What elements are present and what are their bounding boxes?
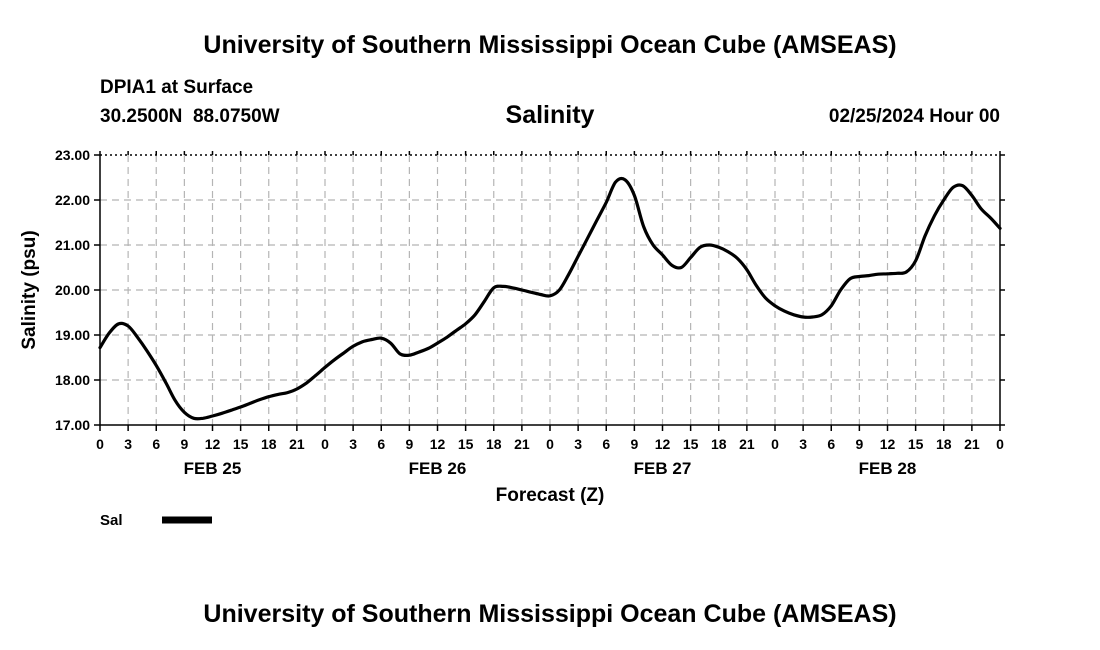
station-label: DPIA1 at Surface <box>100 77 254 98</box>
x-tick-label: 21 <box>964 436 980 452</box>
x-tick-label: 21 <box>739 436 755 452</box>
x-tick-label: 15 <box>908 436 924 452</box>
x-tick-label: 21 <box>289 436 305 452</box>
run-time-label: 02/25/2024 Hour 00 <box>828 106 1000 127</box>
x-tick-label: 3 <box>349 436 357 452</box>
x-tick-label: 18 <box>261 436 277 452</box>
series-line-sal <box>98 176 1002 421</box>
x-tick-label: 15 <box>458 436 474 452</box>
x-tick-label: 9 <box>180 436 188 452</box>
x-tick-label: 12 <box>655 436 671 452</box>
page-title: University of Southern Mississippi Ocean… <box>203 31 897 59</box>
chart-title: Salinity <box>505 101 595 129</box>
x-tick-label: 9 <box>855 436 863 452</box>
y-tick-label: 22.00 <box>55 192 90 208</box>
x-tick-label: 12 <box>880 436 896 452</box>
x-tick-label: 18 <box>711 436 727 452</box>
x-tick-label: 0 <box>996 436 1004 452</box>
x-tick-label: 9 <box>405 436 413 452</box>
x-tick-label: 0 <box>321 436 329 452</box>
x-tick-label: 0 <box>96 436 104 452</box>
y-tick-label: 21.00 <box>55 237 90 253</box>
y-tick-label: 19.00 <box>55 327 90 343</box>
x-tick-label: 15 <box>233 436 249 452</box>
y-tick-label: 18.00 <box>55 372 90 388</box>
x-tick-label: 6 <box>602 436 610 452</box>
legend-label: Sal <box>100 512 123 529</box>
x-tick-label: 6 <box>152 436 160 452</box>
x-tick-label: 12 <box>205 436 221 452</box>
x-tick-label: 18 <box>486 436 502 452</box>
x-tick-label: 15 <box>683 436 699 452</box>
day-label: FEB 25 <box>184 459 242 478</box>
y-tick-label: 23.00 <box>55 147 90 163</box>
x-tick-label: 21 <box>514 436 530 452</box>
x-tick-label: 3 <box>124 436 132 452</box>
x-tick-label: 3 <box>574 436 582 452</box>
x-tick-label: 12 <box>430 436 446 452</box>
x-tick-label: 9 <box>630 436 638 452</box>
latitude-label: 30.2500N <box>100 106 183 127</box>
x-axis-title: Forecast (Z) <box>496 485 605 506</box>
y-tick-label: 20.00 <box>55 282 90 298</box>
x-tick-label: 3 <box>799 436 807 452</box>
x-tick-label: 6 <box>377 436 385 452</box>
coordinates: 30.2500N 88.0750W <box>100 106 280 128</box>
x-tick-label: 0 <box>546 436 554 452</box>
day-label: FEB 27 <box>634 459 692 478</box>
y-axis-title: Salinity (psu) <box>19 230 40 349</box>
day-label: FEB 28 <box>859 459 917 478</box>
day-label: FEB 26 <box>409 459 467 478</box>
x-tick-label: 18 <box>936 436 952 452</box>
y-tick-label: 17.00 <box>55 417 90 433</box>
x-tick-label: 0 <box>771 436 779 452</box>
x-tick-label: 6 <box>827 436 835 452</box>
footer-title: University of Southern Mississippi Ocean… <box>203 600 897 628</box>
longitude-label: 88.0750W <box>192 106 280 127</box>
